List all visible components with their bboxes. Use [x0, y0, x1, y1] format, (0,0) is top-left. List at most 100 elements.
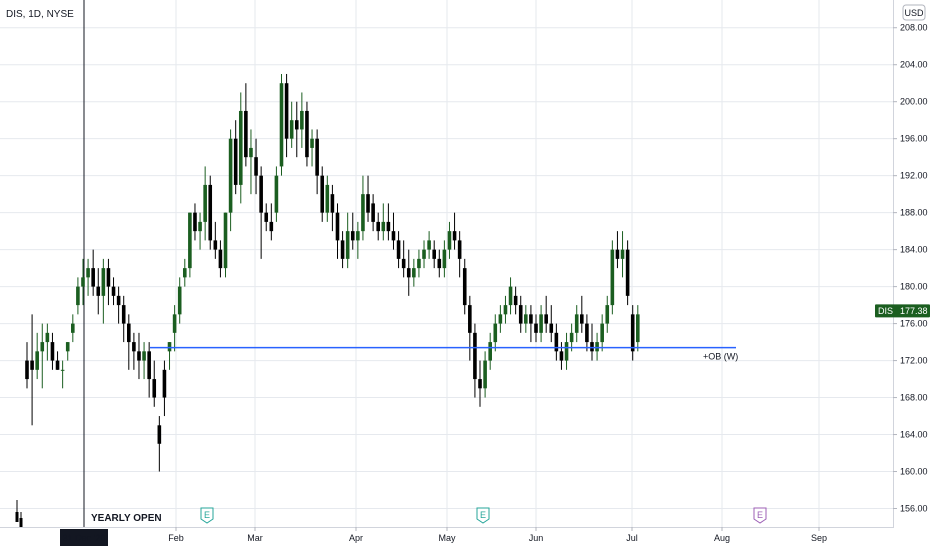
candle[interactable]: [315, 129, 319, 195]
candle[interactable]: [554, 323, 559, 361]
candle[interactable]: [483, 351, 487, 398]
candle[interactable]: [412, 258, 416, 287]
candle[interactable]: [559, 342, 564, 370]
candle[interactable]: [503, 295, 508, 324]
candle[interactable]: [274, 166, 279, 222]
candle[interactable]: [468, 295, 472, 361]
candle[interactable]: [152, 360, 157, 407]
candle[interactable]: [432, 240, 436, 269]
candle[interactable]: [473, 323, 477, 398]
candle[interactable]: [580, 295, 584, 333]
candle[interactable]: [172, 305, 177, 352]
candle[interactable]: [111, 277, 116, 306]
candle[interactable]: [330, 184, 335, 232]
candle[interactable]: [279, 73, 284, 176]
earnings-e-icon[interactable]: E: [476, 507, 490, 524]
candle[interactable]: [310, 129, 314, 167]
candle[interactable]: [76, 277, 80, 315]
candle[interactable]: [478, 360, 482, 407]
candle[interactable]: [300, 92, 304, 148]
candle[interactable]: [462, 258, 467, 315]
candle[interactable]: [81, 258, 85, 306]
candle[interactable]: [437, 249, 442, 278]
candle[interactable]: [132, 332, 136, 370]
candle[interactable]: [208, 175, 213, 250]
candle[interactable]: [40, 323, 45, 389]
candle[interactable]: [518, 295, 523, 333]
candle[interactable]: [284, 73, 289, 158]
candle[interactable]: [137, 332, 141, 380]
candle[interactable]: [86, 258, 90, 296]
candle[interactable]: [218, 240, 223, 278]
candle[interactable]: [142, 342, 146, 380]
candle[interactable]: [147, 342, 151, 398]
earnings-e-icon[interactable]: E: [753, 507, 767, 524]
candle[interactable]: [447, 221, 452, 259]
candle[interactable]: [325, 175, 330, 222]
candle[interactable]: [335, 203, 340, 259]
candle[interactable]: [182, 258, 187, 287]
candle[interactable]: [396, 231, 401, 269]
candle[interactable]: [340, 231, 345, 269]
candle[interactable]: [442, 240, 447, 278]
candlestick-series[interactable]: [15, 73, 640, 527]
candle[interactable]: [167, 342, 172, 370]
price-axis[interactable]: 156.00 160.00 164.00 168.00 172.00 176.00 180.…: [893, 23, 928, 514]
candle[interactable]: [366, 175, 370, 222]
candle[interactable]: [289, 101, 294, 148]
candle[interactable]: [60, 360, 65, 389]
candle[interactable]: [116, 286, 121, 324]
candle[interactable]: [233, 120, 238, 195]
candle[interactable]: [401, 240, 406, 278]
candle[interactable]: [524, 305, 528, 333]
candle[interactable]: [636, 305, 640, 352]
currency-button[interactable]: USD: [902, 4, 926, 21]
candle[interactable]: [45, 323, 50, 361]
candle[interactable]: [254, 138, 258, 195]
candle[interactable]: [264, 203, 269, 232]
candle[interactable]: [620, 231, 625, 278]
candle[interactable]: [350, 212, 355, 250]
candle[interactable]: [539, 305, 543, 343]
candle[interactable]: [162, 360, 167, 417]
candle[interactable]: [544, 295, 548, 333]
time-axis[interactable]: Feb Mar Apr May Jun Jul Aug Sep: [168, 527, 827, 543]
candle[interactable]: [157, 416, 162, 472]
candle[interactable]: [294, 101, 299, 158]
candle[interactable]: [25, 342, 29, 389]
candle[interactable]: [345, 212, 350, 269]
candle[interactable]: [381, 203, 386, 241]
candle[interactable]: [422, 240, 426, 269]
candle[interactable]: [457, 231, 462, 278]
candle[interactable]: [610, 240, 615, 315]
candle[interactable]: [615, 231, 620, 269]
candle[interactable]: [71, 314, 75, 343]
candle[interactable]: [203, 166, 207, 241]
candle[interactable]: [30, 314, 34, 426]
candle[interactable]: [96, 268, 101, 315]
candle[interactable]: [493, 314, 498, 352]
candle[interactable]: [376, 212, 381, 241]
candle[interactable]: [569, 323, 574, 352]
candle[interactable]: [386, 203, 391, 241]
candle[interactable]: [127, 314, 131, 370]
candle[interactable]: [356, 221, 360, 259]
candle[interactable]: [55, 351, 60, 370]
candle[interactable]: [391, 212, 396, 250]
ob-level[interactable]: +OB (W): [150, 346, 738, 362]
candle[interactable]: [564, 332, 569, 370]
candle[interactable]: [406, 249, 411, 296]
candle[interactable]: [259, 166, 263, 259]
candle[interactable]: [320, 166, 325, 222]
candle[interactable]: [213, 221, 218, 259]
candle[interactable]: [605, 295, 610, 333]
candle[interactable]: [534, 314, 538, 343]
candle[interactable]: [549, 305, 554, 343]
candle[interactable]: [238, 92, 243, 204]
candle[interactable]: [513, 286, 518, 315]
candle[interactable]: [106, 258, 111, 306]
candle[interactable]: [498, 305, 503, 333]
earnings-e-icon[interactable]: E: [200, 507, 214, 524]
